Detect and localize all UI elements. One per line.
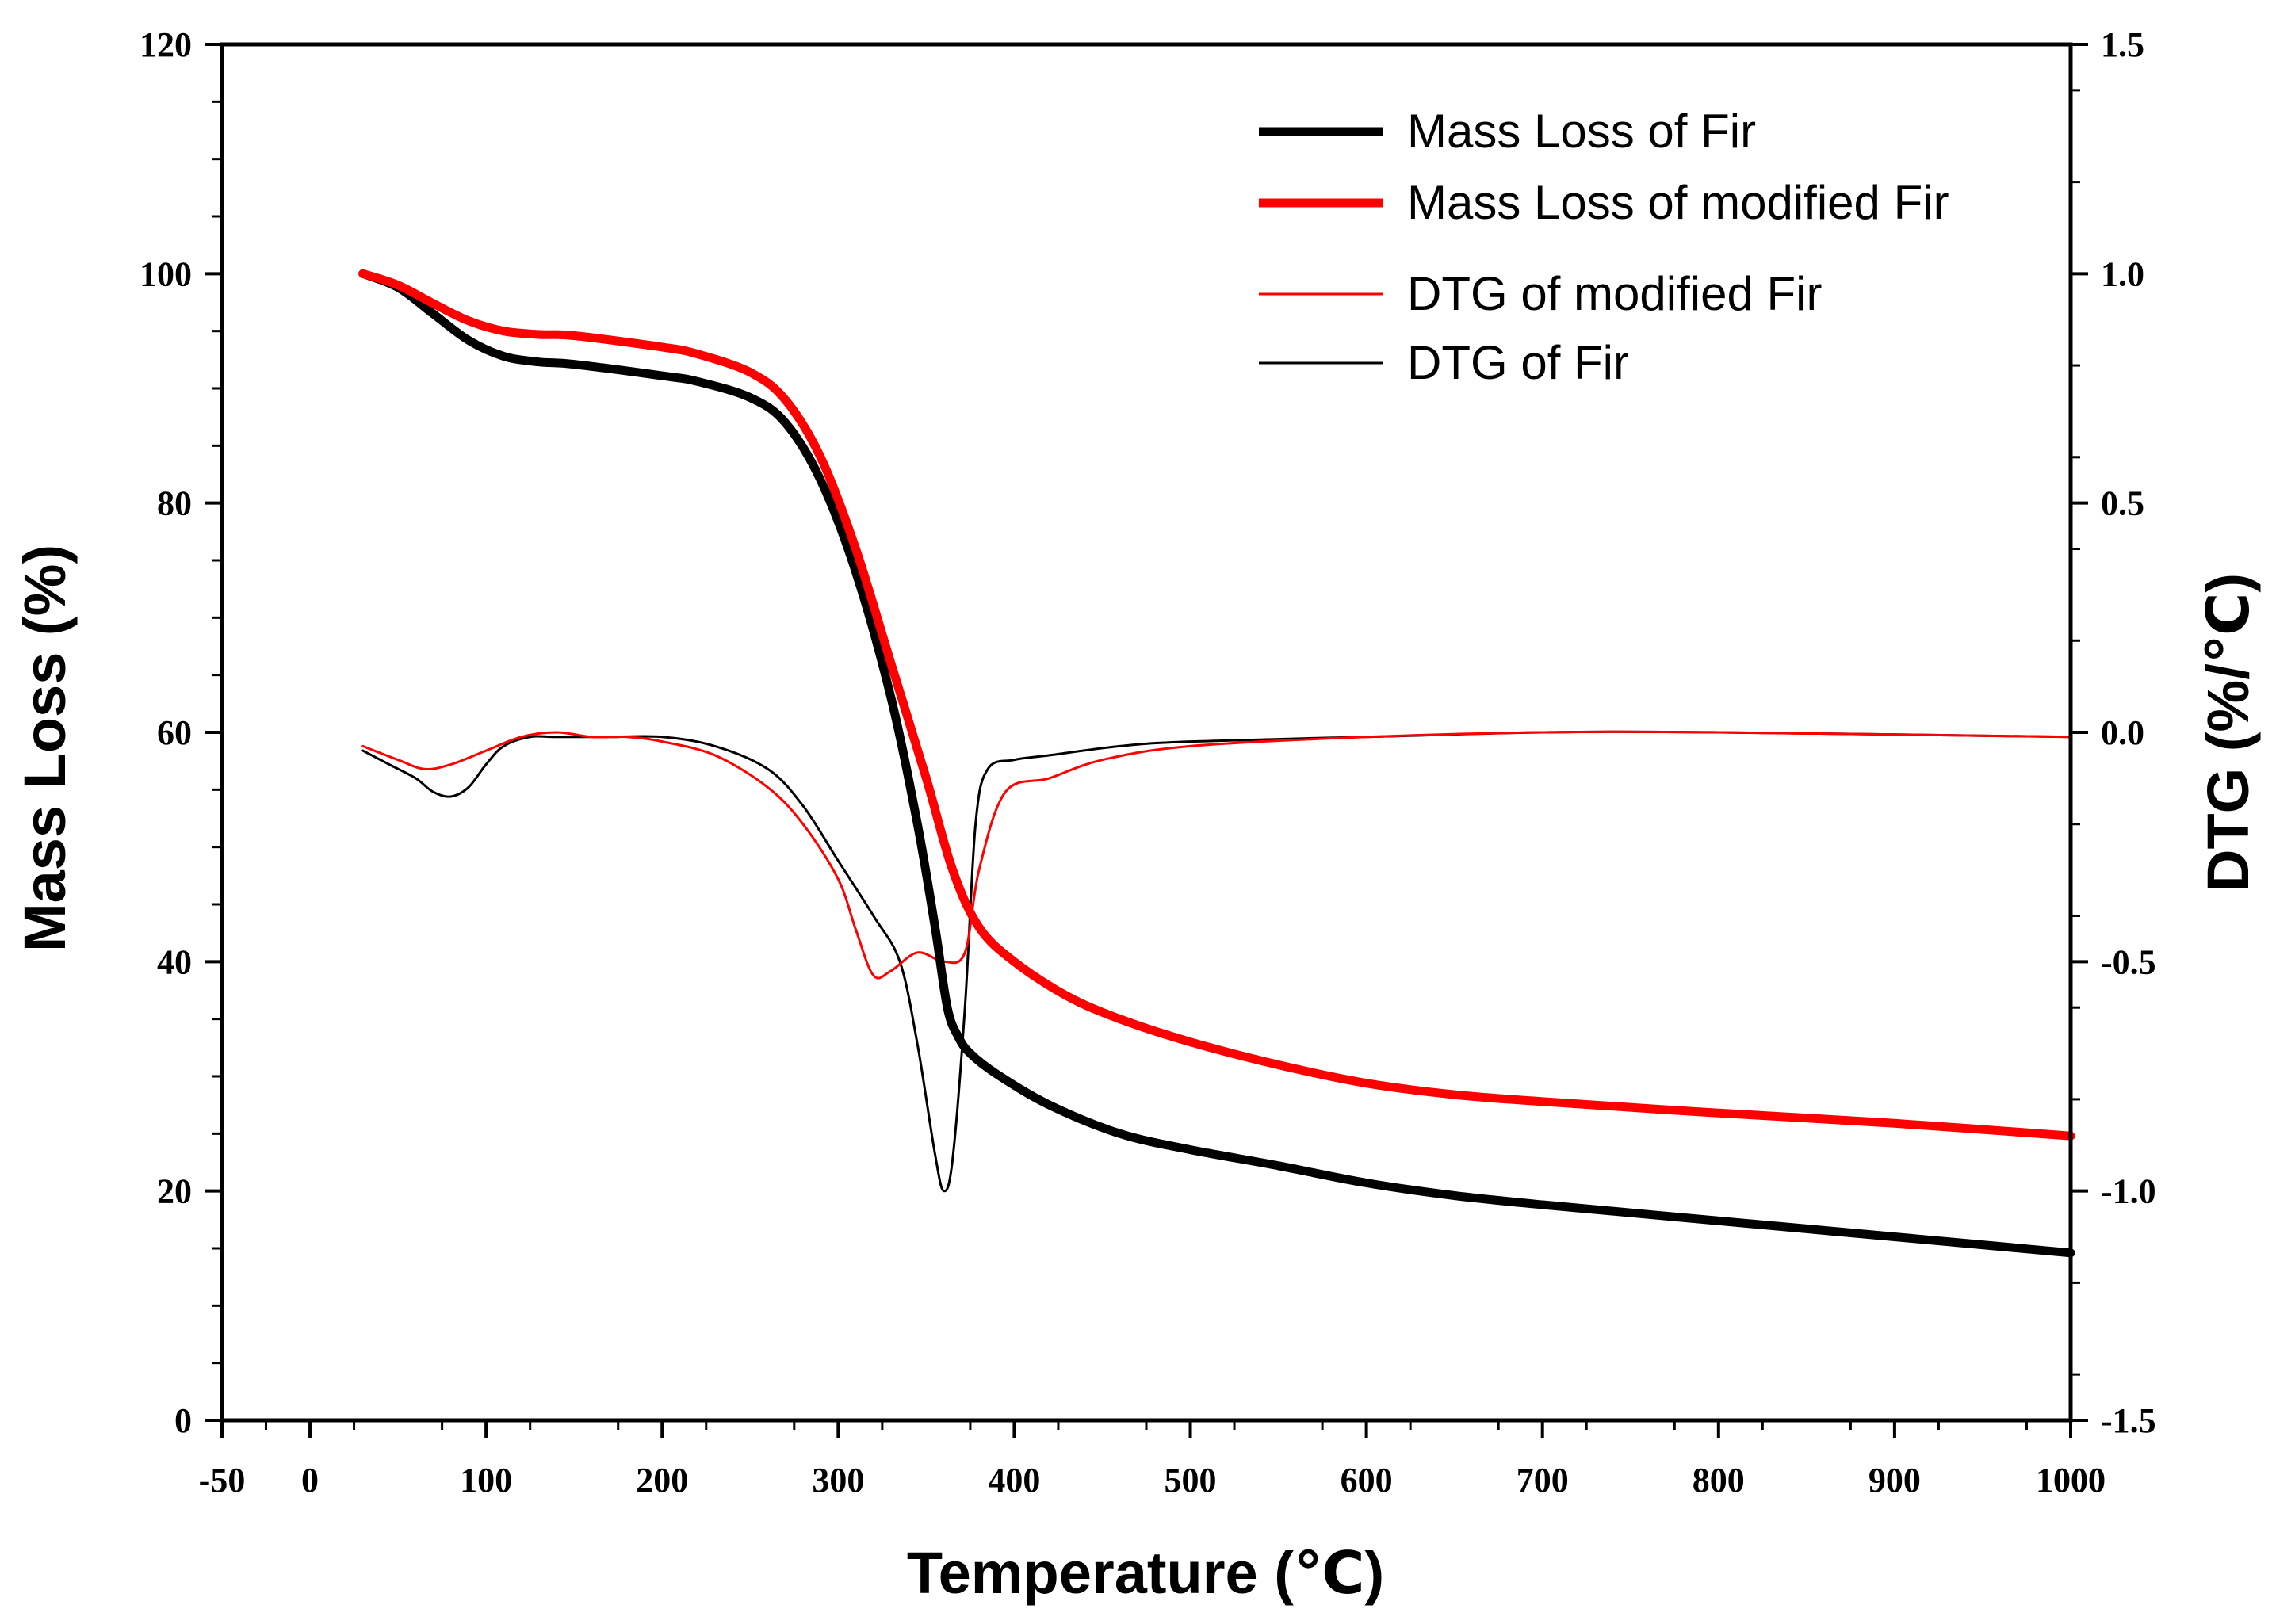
x-tick-label: 600 xyxy=(1341,1461,1393,1500)
left-y-tick-label: 60 xyxy=(157,713,192,752)
x-tick-label: 1000 xyxy=(2036,1461,2106,1500)
x-tick-label: 1000 xyxy=(2036,1461,2106,1500)
x-tick-label: 400 xyxy=(988,1461,1040,1500)
x-tick-label: 900 xyxy=(1869,1461,1921,1500)
left-y-tick-label: 120 xyxy=(140,25,192,64)
left-y-tick-label: 20 xyxy=(157,1172,192,1211)
legend: Mass Loss of Fir Mass Loss of modified F… xyxy=(1259,105,1949,389)
x-tick-label: 100 xyxy=(460,1461,512,1500)
x-tick-label: 800 xyxy=(1693,1461,1745,1500)
axes-layer: -50 0 100 200 300 400 500 600 700 800 900 100010000… xyxy=(140,25,2156,1500)
series-layer xyxy=(358,269,2075,1258)
x-tick-label: 200 xyxy=(636,1461,688,1500)
series-dtg-modified-fir xyxy=(361,730,2072,980)
x-tick-label: 500 xyxy=(1165,1461,1217,1500)
right-y-tick-label: -1.5 xyxy=(2101,1401,2156,1440)
series-dtg-fir xyxy=(361,730,2072,1193)
x-tick-label: 300 xyxy=(812,1461,864,1500)
left-axis-title: Mass Loss (%) xyxy=(12,545,78,952)
left-y-tick-label: 0 xyxy=(174,1401,192,1440)
legend-label-dtg-modified-fir: DTG of modified Fir xyxy=(1407,267,1822,320)
legend-label-dtg-fir: DTG of Fir xyxy=(1407,336,1629,389)
right-y-tick-label: 1.0 xyxy=(2101,254,2144,293)
right-y-tick-label: 1.5 xyxy=(2101,25,2144,64)
left-y-tick-label: 100 xyxy=(140,254,192,293)
x-tick-label: 700 xyxy=(1517,1461,1569,1500)
legend-label-mass-loss-fir: Mass Loss of Fir xyxy=(1407,105,1756,158)
left-y-tick-label: 40 xyxy=(157,942,192,981)
right-axis-title: DTG (%/℃) xyxy=(2195,573,2261,892)
left-y-tick-label: 80 xyxy=(157,484,192,523)
right-y-tick-label: 0.5 xyxy=(2101,484,2144,523)
x-axis-title: Temperature (℃) xyxy=(907,1540,1384,1606)
right-y-tick-label: 0.0 xyxy=(2101,713,2144,752)
series-mass-loss-modified-fir xyxy=(358,269,2075,1141)
series-mass-loss-fir xyxy=(358,269,2075,1258)
legend-label-mass-loss-modified-fir: Mass Loss of modified Fir xyxy=(1407,176,1949,229)
right-y-tick-label: -0.5 xyxy=(2101,942,2156,981)
x-tick-label: -50 xyxy=(199,1461,246,1500)
x-tick-label: 0 xyxy=(301,1461,319,1500)
right-y-tick-label: -1.0 xyxy=(2101,1172,2156,1211)
